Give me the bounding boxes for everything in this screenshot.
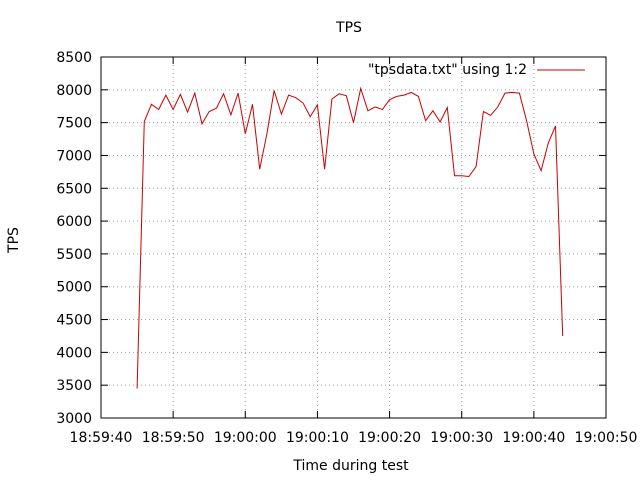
x-tick-label: 18:59:40 xyxy=(70,430,133,446)
y-tick-label: 7000 xyxy=(56,148,92,164)
tick-layer: 3000 3500 4000 4500 5000 5500 6000 6500 7000 7500… xyxy=(56,50,637,446)
y-tick-label: 7500 xyxy=(56,116,92,132)
y-axis-label: TPS xyxy=(6,227,22,254)
y-tick-label: 6500 xyxy=(56,181,92,197)
legend: "tpsdata.txt" using 1:2 xyxy=(368,62,585,78)
series-layer xyxy=(136,86,564,389)
y-tick-label: 8500 xyxy=(56,50,92,66)
y-tick-label: 4500 xyxy=(56,313,92,329)
x-tick-label: 19:00:20 xyxy=(358,430,421,446)
y-tick-label: 3500 xyxy=(56,378,92,394)
y-tick-label: 3000 xyxy=(56,411,92,427)
legend-label: "tpsdata.txt" using 1:2 xyxy=(368,62,527,78)
x-tick-label: 19:00:40 xyxy=(502,430,565,446)
grid-layer xyxy=(101,57,606,418)
x-tick-label: 19:00:30 xyxy=(430,430,493,446)
y-tick-label: 5000 xyxy=(56,280,92,296)
x-tick-label: 18:59:50 xyxy=(142,430,205,446)
y-tick-label: 5500 xyxy=(56,247,92,263)
plot-frame xyxy=(100,56,607,419)
x-tick-label: 19:00:50 xyxy=(575,430,638,446)
x-tick-label: 19:00:10 xyxy=(286,430,349,446)
y-tick-label: 6000 xyxy=(56,214,92,230)
series-line-0 xyxy=(136,86,564,389)
x-tick-label: 19:00:00 xyxy=(214,430,277,446)
y-tick-label: 8000 xyxy=(56,83,92,99)
chart-title: TPS xyxy=(335,20,362,36)
y-tick-label: 4000 xyxy=(56,345,92,361)
x-axis-label: Time during test xyxy=(292,458,409,474)
